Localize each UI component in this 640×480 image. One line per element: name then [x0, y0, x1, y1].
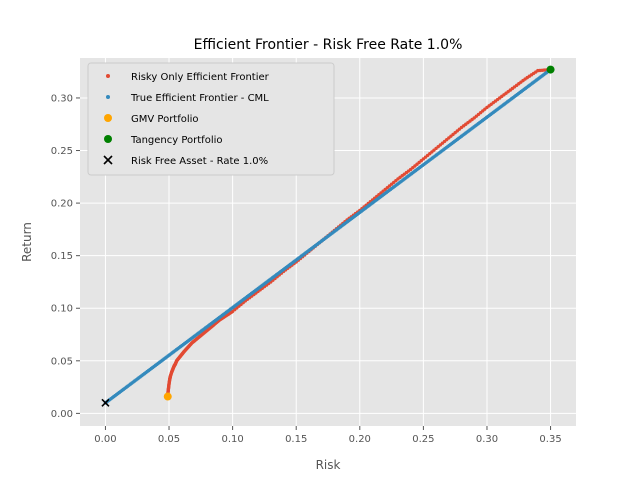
- y-tick-label: 0.25: [51, 146, 73, 157]
- tangency-portfolio-marker: [546, 65, 555, 74]
- x-tick-label: 0.05: [158, 434, 180, 445]
- x-tick-label: 0.10: [221, 434, 243, 445]
- x-tick-label: 0.25: [412, 434, 434, 445]
- legend-marker: [104, 135, 112, 143]
- y-tick-label: 0.10: [51, 304, 73, 315]
- y-tick-label: 0.15: [51, 251, 73, 262]
- y-axis: 0.00 0.05 0.10 0.15 0.20 0.25 0.30: [51, 93, 80, 420]
- x-tick-label: 0.00: [94, 434, 116, 445]
- legend-marker: [106, 95, 110, 99]
- x-tick-label: 0.30: [476, 434, 498, 445]
- y-tick-label: 0.00: [51, 409, 73, 420]
- gmv-portfolio-marker: [163, 392, 172, 401]
- legend-box: [87, 62, 335, 176]
- legend-label: Risky Only Efficient Frontier: [131, 72, 270, 83]
- legend-label: Tangency Portfolio: [130, 135, 223, 146]
- y-tick-label: 0.05: [51, 356, 73, 367]
- x-tick-label: 0.20: [349, 434, 371, 445]
- legend: Risky Only Efficient Frontier True Effici…: [87, 62, 335, 176]
- legend-label: Risk Free Asset - Rate 1.0%: [131, 156, 268, 167]
- x-tick-label: 0.15: [285, 434, 307, 445]
- risk-free-asset-marker: [101, 398, 110, 407]
- legend-label: GMV Portfolio: [131, 114, 199, 125]
- x-axis-label: Risk: [316, 458, 341, 472]
- y-tick-label: 0.30: [51, 93, 73, 104]
- x-axis: 0.00 0.05 0.10 0.15 0.20 0.25 0.30 0.35: [94, 426, 562, 445]
- y-axis-label: Return: [20, 222, 34, 262]
- chart-title: Efficient Frontier - Risk Free Rate 1.0%: [194, 37, 463, 53]
- legend-label: True Efficient Frontier - CML: [130, 93, 269, 104]
- legend-marker: [104, 114, 112, 122]
- series-layer: [101, 65, 555, 407]
- cml-series: [103, 67, 553, 405]
- risk-free-x-stroke: [101, 398, 110, 407]
- legend-marker: [103, 155, 113, 165]
- legend-marker: [106, 74, 110, 78]
- y-tick-label: 0.20: [51, 199, 73, 210]
- x-tick-label: 0.35: [539, 434, 561, 445]
